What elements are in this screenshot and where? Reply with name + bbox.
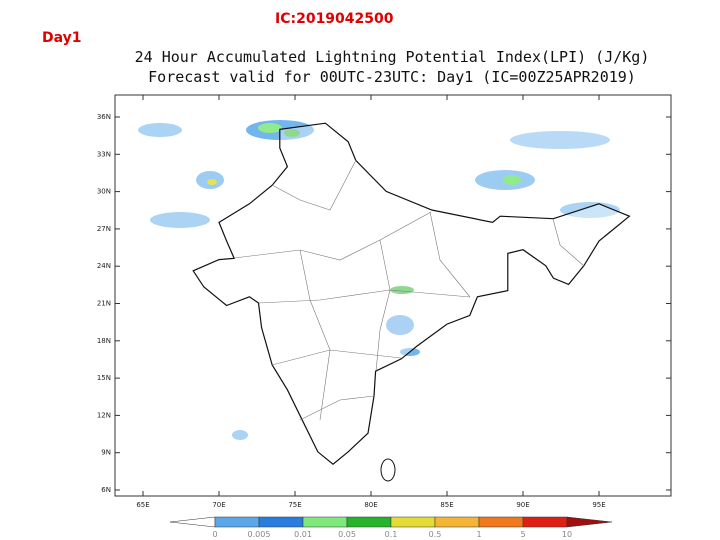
lat-label: 9N	[101, 449, 111, 457]
lon-label: 75E	[288, 501, 301, 509]
india-outline	[192, 122, 631, 465]
lat-label: 27N	[97, 225, 111, 233]
colorbar-label: 0.005	[248, 530, 271, 539]
lat-label: 12N	[97, 411, 111, 419]
colorbar-label: 10	[562, 530, 572, 539]
colorbar-box	[434, 516, 480, 528]
colorbar-label: 0.1	[385, 530, 398, 539]
day-label: Day1	[42, 30, 82, 46]
lon-label: 70E	[212, 501, 225, 509]
lat-label: 18N	[97, 337, 111, 345]
lon-label: 85E	[440, 501, 453, 509]
colorbar-box	[522, 516, 568, 528]
lat-label: 6N	[101, 486, 111, 494]
state-boundaries	[233, 159, 585, 421]
lat-label: 24N	[97, 262, 111, 270]
colorbar-box	[302, 516, 348, 528]
lon-label: 90E	[516, 501, 529, 509]
lat-label: 21N	[97, 300, 111, 308]
colorbar-box	[258, 516, 304, 528]
lat-label: 36N	[97, 113, 111, 121]
axes: 36N 33N 30N 27N 24N 21N 18N 15N 12N 9N 6N 65E 70E 75E…	[97, 95, 671, 509]
colorbar-box	[214, 516, 260, 528]
lat-label: 33N	[97, 150, 111, 158]
colorbar-box	[346, 516, 392, 528]
colorbar-arrow	[169, 516, 216, 528]
sri-lanka	[380, 458, 396, 482]
ic-label: IC:2019042500	[275, 11, 394, 27]
colorbar-arrow	[566, 516, 613, 528]
lat-label: 15N	[97, 374, 111, 382]
colorbar-label: 0.5	[429, 530, 442, 539]
colorbar-label: 0.05	[338, 530, 356, 539]
colorbar: 0 0.005 0.01 0.05 0.1 0.5 1 5 10	[169, 516, 613, 539]
colorbar-label: 1	[476, 530, 481, 539]
colorbar-label: 5	[520, 530, 525, 539]
lat-label: 30N	[97, 188, 111, 196]
map	[114, 94, 672, 497]
colorbar-label: 0.01	[294, 530, 312, 539]
lon-label: 65E	[136, 501, 149, 509]
lon-label: 95E	[592, 501, 605, 509]
colorbar-label: 0	[212, 530, 217, 539]
lon-label: 80E	[364, 501, 377, 509]
map-subtitle: Forecast valid for 00UTC-23UTC: Day1 (IC…	[148, 68, 636, 86]
map-title: 24 Hour Accumulated Lightning Potential …	[135, 48, 650, 66]
colorbar-box	[478, 516, 524, 528]
colorbar-box	[390, 516, 436, 528]
map-frame	[114, 94, 672, 497]
